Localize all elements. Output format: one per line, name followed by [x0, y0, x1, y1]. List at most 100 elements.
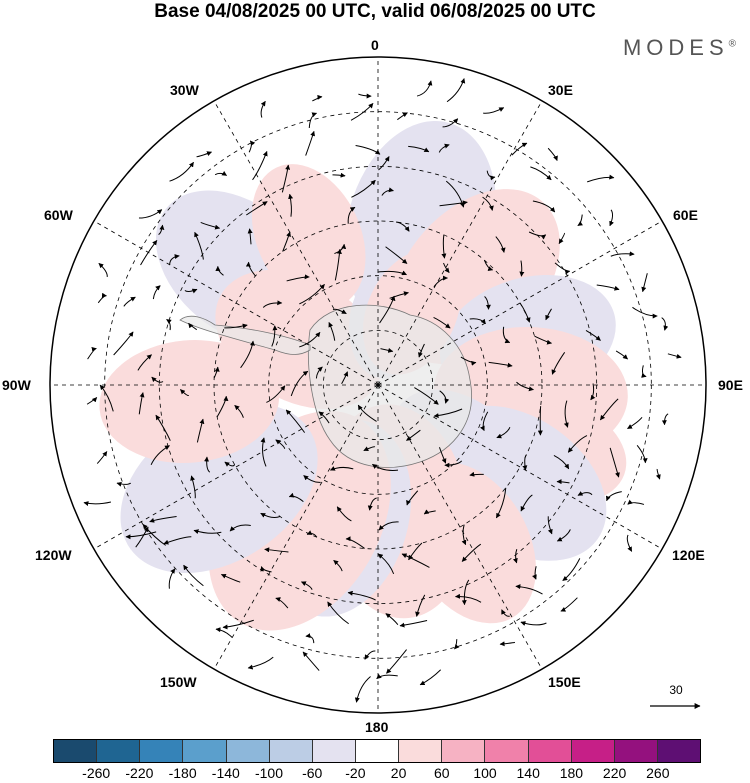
wind-arrow — [183, 564, 204, 587]
wind-arrow — [138, 392, 145, 415]
colorbar-segment-12 — [571, 740, 615, 762]
wind-arrow — [163, 536, 192, 545]
wind-arrow — [397, 112, 408, 121]
wind-arrow — [515, 584, 543, 595]
wind-arrow — [350, 103, 374, 121]
wind-arrow — [290, 370, 309, 397]
wind-arrow — [264, 547, 289, 553]
wind-arrow — [562, 558, 581, 581]
wind-arrow — [495, 236, 506, 253]
lon-label-30w: 30W — [170, 82, 199, 98]
colorbar-tick-label: 60 — [434, 765, 450, 781]
wind-arrow — [454, 593, 482, 603]
wind-arrow — [599, 398, 619, 421]
colorbar-segment-1 — [97, 740, 141, 762]
wind-arrow — [461, 524, 467, 546]
wind-arrow — [300, 581, 313, 590]
wind-arrow — [328, 322, 336, 341]
wind-arrow — [363, 446, 376, 452]
wind-arrow — [357, 404, 377, 422]
wind-arrow — [99, 384, 114, 412]
wind-arrow — [240, 340, 255, 369]
wind-arrow — [438, 143, 450, 153]
wind-arrow — [299, 284, 325, 305]
wind-arrow — [116, 481, 132, 487]
wind-arrow — [609, 447, 620, 478]
wind-arrow — [184, 288, 198, 294]
wind-arrow — [408, 145, 430, 153]
wind-arrow — [469, 318, 486, 325]
wind-reference: 30 — [648, 683, 704, 713]
wind-arrow — [229, 524, 251, 532]
wind-arrow — [216, 395, 229, 418]
wind-arrow — [563, 400, 569, 428]
wind-arrow — [113, 331, 134, 356]
wind-arrow — [484, 296, 491, 310]
antarctica-land — [179, 304, 472, 468]
wind-arrow — [496, 427, 511, 439]
wind-arrow — [502, 326, 511, 344]
wind-arrow — [137, 354, 152, 371]
wind-arrow — [377, 553, 395, 575]
wind-arrow — [248, 140, 256, 153]
meridian-line — [213, 384, 379, 670]
wind-arrow — [341, 371, 349, 385]
wind-arrow — [439, 390, 450, 404]
wind-arrow — [587, 174, 615, 183]
wind-arrow — [433, 275, 448, 288]
wind-arrow — [151, 376, 164, 383]
wind-arrow — [528, 231, 547, 240]
meridian-line — [213, 100, 379, 386]
wind-arrow — [385, 246, 408, 264]
lon-label-60w: 60W — [44, 207, 73, 223]
meridian-line — [93, 384, 379, 550]
colorbar-tick-label: 220 — [602, 765, 627, 781]
wind-arrow — [303, 475, 321, 483]
wind-arrow — [152, 285, 161, 300]
wind-arrow — [142, 523, 166, 546]
wind-arrow — [358, 93, 372, 99]
wind-arrow — [419, 669, 442, 686]
wind-arrow — [444, 460, 463, 468]
wind-arrow — [516, 381, 534, 392]
wind-arrow — [443, 262, 450, 273]
colorbar-tick-label: -140 — [211, 765, 240, 781]
wind-arrow — [626, 534, 633, 552]
wind-arrow — [532, 200, 556, 213]
wind-arrow — [222, 619, 254, 630]
wind-arrow — [332, 172, 346, 178]
wind-arrow — [247, 228, 253, 245]
wind-arrow — [220, 573, 241, 583]
colorbar-tick-label: -260 — [82, 765, 111, 781]
colorbar-segment-7 — [355, 740, 400, 762]
wind-arrow — [305, 633, 315, 644]
wind-arrow — [315, 366, 323, 379]
wind-arrow — [661, 317, 669, 331]
wind-arrow — [336, 506, 352, 522]
wind-arrow — [378, 156, 390, 171]
wind-arrow — [168, 568, 176, 589]
wind-arrow — [246, 201, 268, 216]
wind-arrow — [438, 447, 447, 464]
wind-arrow — [519, 260, 525, 277]
wind-arrow — [554, 262, 571, 275]
wind-arrow — [260, 512, 281, 518]
wind-arrow — [389, 291, 409, 299]
wind-arrow — [260, 100, 266, 118]
wind-arrow — [609, 209, 614, 227]
wind-arrow — [380, 347, 394, 353]
wind-arrow — [193, 529, 222, 535]
wind-arrow — [334, 248, 342, 281]
wind-arrow — [190, 475, 196, 499]
wind-arrow — [345, 536, 365, 549]
wind-arrow — [188, 322, 198, 331]
wind-arrow — [605, 491, 622, 502]
wind-arrow — [355, 145, 381, 155]
wind-arrow — [590, 383, 596, 401]
colorbar-segment-6 — [312, 740, 356, 762]
wind-arrow — [83, 501, 112, 507]
wind-arrow — [318, 411, 330, 424]
wind-arrow — [558, 232, 565, 245]
wind-vectors — [83, 78, 682, 703]
wind-arrow — [401, 553, 430, 568]
